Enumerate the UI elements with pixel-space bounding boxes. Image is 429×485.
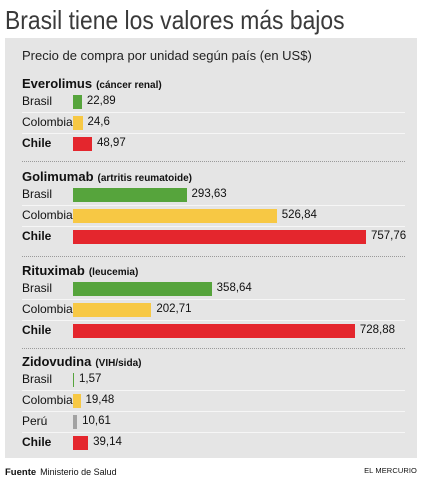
source-name: Ministerio de Salud bbox=[40, 467, 117, 477]
country-label-golimumab-brasil: Brasil bbox=[22, 187, 53, 201]
bar-rituximab-chile bbox=[73, 324, 355, 338]
drug-indication-golimumab: (artritis reumatoide) bbox=[97, 173, 192, 184]
value-label-golimumab-colombia: 526,84 bbox=[281, 209, 317, 221]
bar-zidovudina-brasil bbox=[73, 373, 74, 387]
country-label-zidovudina-colombia: Colombia bbox=[22, 393, 73, 407]
bar-row-everolimus-chile: Chile 48,97 bbox=[5, 133, 417, 154]
group-heading-rituximab: Rituximab (leucemia) bbox=[5, 263, 417, 279]
group-rituximab: Rituximab (leucemia) Brasil 358,64 Colomb… bbox=[5, 264, 417, 341]
country-label-everolimus-brasil: Brasil bbox=[22, 94, 53, 108]
bar-row-zidovudina-brasil: Brasil 1,57 bbox=[5, 369, 417, 390]
country-label-rituximab-chile: Chile bbox=[22, 323, 52, 337]
bar-golimumab-colombia bbox=[73, 209, 277, 223]
bar-row-rituximab-brasil: Brasil 358,64 bbox=[5, 278, 417, 299]
bar-rituximab-colombia bbox=[73, 303, 152, 317]
group-zidovudina: Zidovudina (VIH/sida) Brasil 1,57 Colombi… bbox=[5, 355, 417, 453]
bar-everolimus-brasil bbox=[73, 95, 82, 109]
value-label-everolimus-chile: 48,97 bbox=[96, 137, 126, 149]
country-label-zidovudina-brasil: Brasil bbox=[22, 372, 53, 386]
country-label-golimumab-chile: Chile bbox=[22, 229, 52, 243]
bar-row-everolimus-colombia: Colombia 24,6 bbox=[5, 112, 417, 133]
value-label-everolimus-brasil: 22,89 bbox=[86, 95, 116, 107]
country-label-everolimus-chile: Chile bbox=[22, 136, 52, 150]
bar-zidovudina-peru bbox=[73, 415, 78, 429]
bar-everolimus-chile bbox=[73, 137, 92, 151]
value-label-zidovudina-brasil: 1,57 bbox=[79, 373, 102, 385]
bar-rituximab-brasil bbox=[73, 282, 212, 296]
bar-row-rituximab-chile: Chile 728,88 bbox=[5, 320, 417, 341]
group-heading-zidovudina: Zidovudina (VIH/sida) bbox=[5, 354, 417, 370]
value-label-rituximab-colombia: 202,71 bbox=[156, 303, 192, 315]
country-label-golimumab-colombia: Colombia bbox=[22, 208, 73, 222]
group-everolimus: Everolimus (cáncer renal) Brasil 22,89 Co… bbox=[5, 77, 417, 154]
drug-name-everolimus: Everolimus bbox=[22, 76, 93, 91]
country-label-rituximab-brasil: Brasil bbox=[22, 281, 53, 295]
drug-indication-rituximab: (leucemia) bbox=[88, 267, 139, 278]
source-label: Fuente bbox=[5, 467, 37, 478]
bar-zidovudina-colombia bbox=[73, 394, 81, 408]
group-golimumab: Golimumab (artritis reumatoide) Brasil 29… bbox=[5, 170, 417, 247]
bar-row-zidovudina-chile: Chile 39,14 bbox=[5, 432, 417, 453]
drug-name-golimumab: Golimumab bbox=[22, 169, 94, 184]
value-label-rituximab-brasil: 358,64 bbox=[216, 282, 252, 294]
bar-row-golimumab-brasil: Brasil 293,63 bbox=[5, 184, 417, 205]
source-credit: Fuente Ministerio de Salud bbox=[5, 465, 117, 479]
bar-everolimus-colombia bbox=[73, 116, 83, 130]
bar-zidovudina-chile bbox=[73, 436, 89, 450]
publisher-brand: EL MERCURIO bbox=[364, 466, 417, 475]
bar-row-everolimus-brasil: Brasil 22,89 bbox=[5, 91, 417, 112]
value-label-golimumab-brasil: 293,63 bbox=[191, 188, 227, 200]
value-label-zidovudina-chile: 39,14 bbox=[93, 436, 122, 448]
value-label-zidovudina-colombia: 19,48 bbox=[85, 394, 115, 406]
drug-name-zidovudina: Zidovudina bbox=[22, 354, 92, 369]
group-heading-golimumab: Golimumab (artritis reumatoide) bbox=[5, 169, 417, 185]
bar-golimumab-chile bbox=[73, 230, 366, 244]
country-label-rituximab-colombia: Colombia bbox=[22, 302, 73, 316]
bar-row-zidovudina-colombia: Colombia 19,48 bbox=[5, 390, 417, 411]
chart-title: Brasil tiene los valores más bajos bbox=[5, 5, 345, 35]
section-divider bbox=[22, 161, 405, 162]
bar-row-zidovudina-peru: Perú 10,61 bbox=[5, 411, 417, 432]
value-label-everolimus-colombia: 24,6 bbox=[87, 116, 110, 128]
value-label-golimumab-chile: 757,76 bbox=[371, 230, 407, 242]
drug-indication-everolimus: (cáncer renal) bbox=[96, 80, 162, 91]
country-label-everolimus-colombia: Colombia bbox=[22, 115, 73, 129]
bar-row-rituximab-colombia: Colombia 202,71 bbox=[5, 299, 417, 320]
chart-panel: Precio de compra por unidad según país (… bbox=[5, 38, 417, 458]
bar-row-golimumab-chile: Chile 757,76 bbox=[5, 226, 417, 247]
bar-golimumab-brasil bbox=[73, 188, 187, 202]
section-divider bbox=[22, 256, 405, 257]
section-divider bbox=[22, 348, 405, 349]
bar-row-golimumab-colombia: Colombia 526,84 bbox=[5, 205, 417, 226]
drug-name-rituximab: Rituximab bbox=[22, 263, 85, 278]
chart-subtitle: Precio de compra por unidad según país (… bbox=[22, 48, 312, 63]
value-label-zidovudina-peru: 10,61 bbox=[82, 415, 111, 427]
country-label-zidovudina-chile: Chile bbox=[22, 435, 52, 449]
drug-indication-zidovudina: (VIH/sida) bbox=[95, 358, 142, 369]
country-label-zidovudina-peru: Perú bbox=[22, 414, 48, 428]
value-label-rituximab-chile: 728,88 bbox=[359, 324, 396, 336]
group-heading-everolimus: Everolimus (cáncer renal) bbox=[5, 76, 417, 92]
